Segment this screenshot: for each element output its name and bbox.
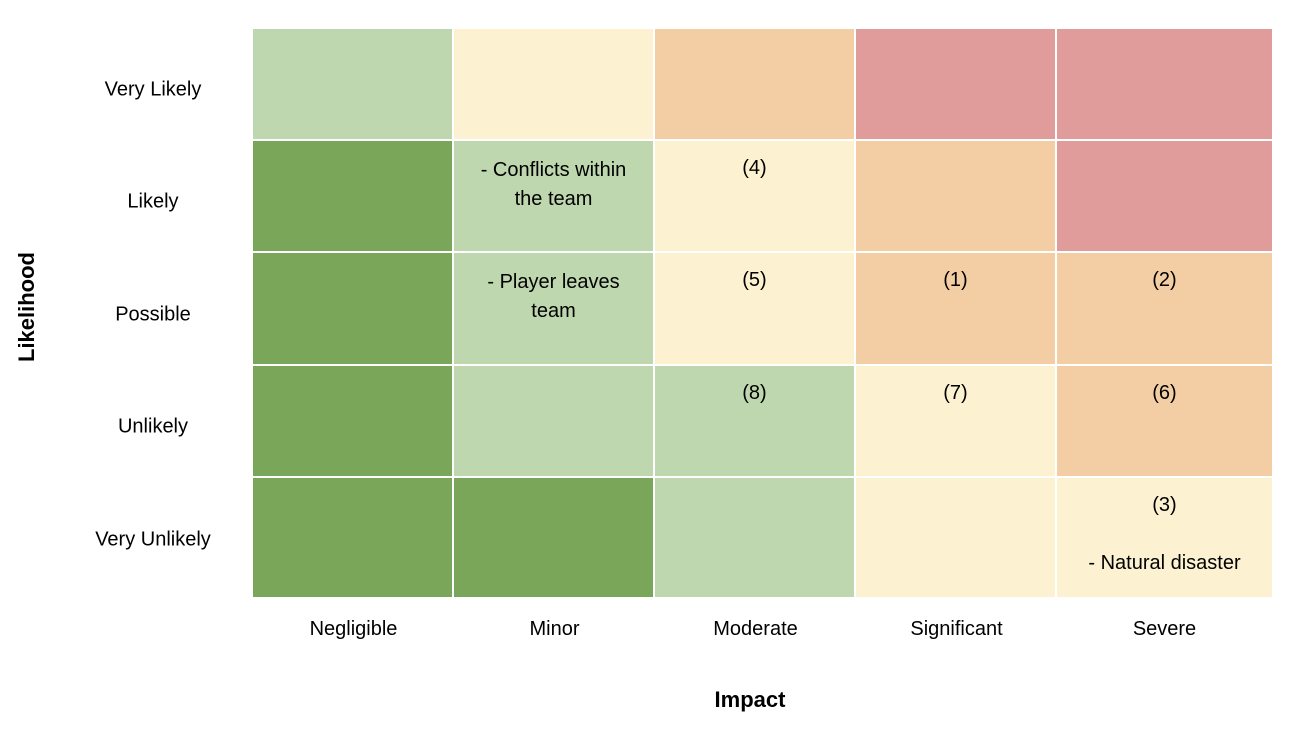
- matrix-cell-r1-c0: [253, 141, 454, 253]
- matrix-cell-r1-c3: [856, 141, 1057, 253]
- matrix-cell-r3-c4: (6): [1057, 366, 1272, 478]
- impact-axis-title: Impact: [714, 687, 786, 712]
- col-label-severe: Severe: [1132, 618, 1197, 640]
- matrix-cell-r3-c0: [253, 366, 454, 478]
- cell-reference-number: (5): [742, 269, 767, 291]
- matrix-cell-r0-c1: [454, 29, 655, 141]
- matrix-cell-r0-c4: [1057, 29, 1272, 141]
- matrix-cell-r4-c4: (3) - Natural disaster: [1057, 478, 1272, 597]
- cell-risk-note: - Conflicts within the team: [480, 159, 627, 210]
- matrix-cell-r4-c1: [454, 478, 655, 597]
- matrix-cell-r2-c0: [253, 253, 454, 366]
- cell-risk-note: - Player leaves team: [487, 271, 620, 322]
- cell-reference-number: (8): [742, 382, 767, 404]
- row-label-likely: Likely: [127, 190, 179, 213]
- cell-reference-number: (1): [943, 269, 968, 291]
- row-label-very-likely: Very Likely: [104, 78, 202, 101]
- matrix-cell-r3-c2: (8): [655, 366, 856, 478]
- row-label-unlikely: Unlikely: [117, 415, 189, 438]
- cell-reference-number: (2): [1152, 269, 1177, 291]
- matrix-cell-r1-c2: (4): [655, 141, 856, 253]
- matrix-cell-r3-c3: (7): [856, 366, 1057, 478]
- row-label-possible: Possible: [115, 303, 191, 326]
- cell-reference-number: (3): [1152, 494, 1177, 516]
- matrix-cell-r3-c1: [454, 366, 655, 478]
- cell-reference-number: (4): [742, 157, 767, 179]
- col-label-moderate: Moderate: [713, 618, 798, 640]
- col-label-significant: Significant: [910, 618, 1003, 640]
- matrix-cell-r2-c4: (2): [1057, 253, 1272, 366]
- cell-reference-number: (6): [1152, 382, 1177, 404]
- matrix-cell-r0-c3: [856, 29, 1057, 141]
- col-label-minor: Minor: [529, 618, 580, 640]
- row-label-very-unlikely: Very Unlikely: [95, 528, 211, 551]
- matrix-cell-r2-c2: (5): [655, 253, 856, 366]
- matrix-cell-r4-c2: [655, 478, 856, 597]
- risk-matrix-grid: - Conflicts within the team (4) - Player l…: [253, 29, 1272, 597]
- cell-risk-note: - Natural disaster: [1088, 552, 1241, 574]
- matrix-cell-r4-c0: [253, 478, 454, 597]
- matrix-cell-r0-c2: [655, 29, 856, 141]
- matrix-cell-r2-c3: (1): [856, 253, 1057, 366]
- cell-reference-number: (7): [943, 382, 968, 404]
- matrix-cell-r2-c1: - Player leaves team: [454, 253, 655, 366]
- matrix-cell-r1-c1: - Conflicts within the team: [454, 141, 655, 253]
- matrix-cell-r1-c4: [1057, 141, 1272, 253]
- col-label-negligible: Negligible: [309, 618, 398, 640]
- matrix-cell-r0-c0: [253, 29, 454, 141]
- matrix-cell-r4-c3: [856, 478, 1057, 597]
- likelihood-axis-title: Likelihood: [14, 252, 39, 362]
